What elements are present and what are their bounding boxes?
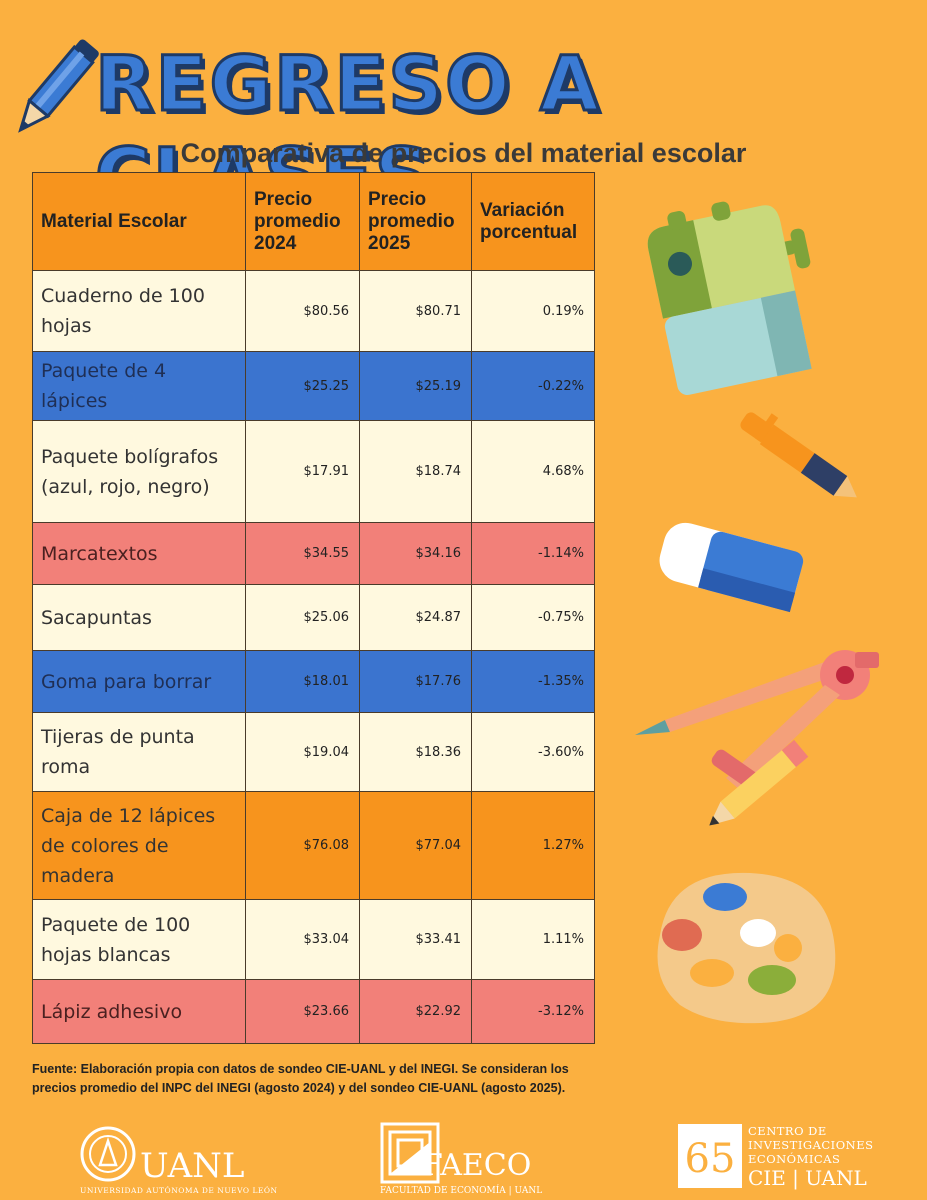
source-note: Fuente: Elaboración propia con datos de …: [32, 1062, 569, 1095]
sharpener-icon: [647, 201, 812, 395]
price-2025-cell: $77.04: [359, 791, 472, 900]
cie-logo-number: 65: [685, 1136, 736, 1182]
table-row: Caja de 12 lápices de colores de madera …: [32, 791, 595, 900]
compass-icon: [635, 650, 879, 826]
table-row: Paquete de 100 hojas blancas $33.04 $33.…: [32, 899, 595, 980]
uanl-logo-text: UANL: [140, 1146, 245, 1186]
page-title: REGRESO A CLASES: [94, 38, 601, 222]
pencil-icon: [18, 39, 99, 133]
faeco-logo-subtitle: FACULTAD DE ECONOMÍA | UANL: [380, 1186, 543, 1196]
price-2024-cell: $25.25: [245, 351, 360, 421]
price-2025-cell: $34.16: [359, 522, 472, 585]
faeco-logo-text: FAECO: [422, 1148, 532, 1183]
material-cell: Caja de 12 lápices de colores de madera: [32, 791, 246, 900]
table-row: Sacapuntas $25.06 $24.87 -0.75%: [32, 584, 595, 651]
price-2024-cell: $19.04: [245, 712, 360, 792]
price-2025-cell: $33.41: [359, 899, 472, 980]
price-2024-cell: $17.91: [245, 420, 360, 523]
table-row: Lápiz adhesivo $23.66 $22.92 -3.12%: [32, 979, 595, 1044]
variation-cell: 4.68%: [471, 420, 595, 523]
table-row: Cuaderno de 100 hojas $80.56 $80.71 0.19…: [32, 270, 595, 352]
material-cell: Tijeras de punta roma: [32, 712, 246, 792]
table-header-row: Material Escolar Precio promedio 2024 Pr…: [32, 172, 595, 271]
variation-cell: -0.75%: [471, 584, 595, 651]
price-2025-cell: $18.74: [359, 420, 472, 523]
column-header-variation: Variación porcentual: [471, 172, 595, 271]
column-header-price-2025: Precio promedio 2025: [359, 172, 472, 271]
uanl-seal-icon: [80, 1126, 136, 1182]
cie-short-name: CIE | UANL: [748, 1166, 867, 1190]
column-header-material: Material Escolar: [32, 172, 246, 271]
table-row: Goma para borrar $18.01 $17.76 -1.35%: [32, 650, 595, 713]
material-cell: Paquete de 100 hojas blancas: [32, 899, 246, 980]
table-row: Paquete bolígrafos (azul, rojo, negro) $…: [32, 420, 595, 523]
price-2024-cell: $34.55: [245, 522, 360, 585]
price-2024-cell: $23.66: [245, 979, 360, 1044]
cie-logo-text: CENTRO DE INVESTIGACIONES ECONÓMICAS: [748, 1124, 874, 1166]
variation-cell: -1.14%: [471, 522, 595, 585]
paint-palette-icon: [657, 872, 836, 1024]
material-cell: Paquete de 4 lápices: [32, 351, 246, 421]
material-cell: Sacapuntas: [32, 584, 246, 651]
price-2024-cell: $80.56: [245, 270, 360, 352]
price-2024-cell: $25.06: [245, 584, 360, 651]
cie-line-3: ECONÓMICAS: [748, 1152, 841, 1166]
cie-line-1: CENTRO DE: [748, 1124, 827, 1138]
material-cell: Lápiz adhesivo: [32, 979, 246, 1044]
price-2025-cell: $18.36: [359, 712, 472, 792]
price-2025-cell: $22.92: [359, 979, 472, 1044]
variation-cell: -3.12%: [471, 979, 595, 1044]
price-2025-cell: $80.71: [359, 270, 472, 352]
table-row: Marcatextos $34.55 $34.16 -1.14%: [32, 522, 595, 585]
page-subtitle: Comparativa de precios del material esco…: [180, 138, 747, 168]
price-2024-cell: $18.01: [245, 650, 360, 713]
price-2025-cell: $24.87: [359, 584, 472, 651]
variation-cell: -1.35%: [471, 650, 595, 713]
variation-cell: 1.27%: [471, 791, 595, 900]
uanl-logo-subtitle: UNIVERSIDAD AUTÓNOMA DE NUEVO LEÓN: [80, 1186, 278, 1195]
price-2024-cell: $76.08: [245, 791, 360, 900]
table-row: Tijeras de punta roma $19.04 $18.36 -3.6…: [32, 712, 595, 792]
eraser-icon: [659, 522, 804, 613]
material-cell: Paquete bolígrafos (azul, rojo, negro): [32, 420, 246, 523]
material-cell: Cuaderno de 100 hojas: [32, 270, 246, 352]
variation-cell: 1.11%: [471, 899, 595, 980]
price-2025-cell: $25.19: [359, 351, 472, 421]
faeco-logo-icon: [380, 1122, 440, 1184]
cie-logo-icon: 65: [678, 1124, 742, 1188]
variation-cell: -0.22%: [471, 351, 595, 421]
cie-line-2: INVESTIGACIONES: [748, 1138, 874, 1152]
pen-icon: [740, 412, 857, 498]
price-2025-cell: $17.76: [359, 650, 472, 713]
variation-cell: 0.19%: [471, 270, 595, 352]
price-table: Material Escolar Precio promedio 2024 Pr…: [32, 172, 595, 1044]
price-2024-cell: $33.04: [245, 899, 360, 980]
material-cell: Marcatextos: [32, 522, 246, 585]
material-cell: Goma para borrar: [32, 650, 246, 713]
variation-cell: -3.60%: [471, 712, 595, 792]
table-row: Paquete de 4 lápices $25.25 $25.19 -0.22…: [32, 351, 595, 421]
column-header-price-2024: Precio promedio 2024: [245, 172, 360, 271]
